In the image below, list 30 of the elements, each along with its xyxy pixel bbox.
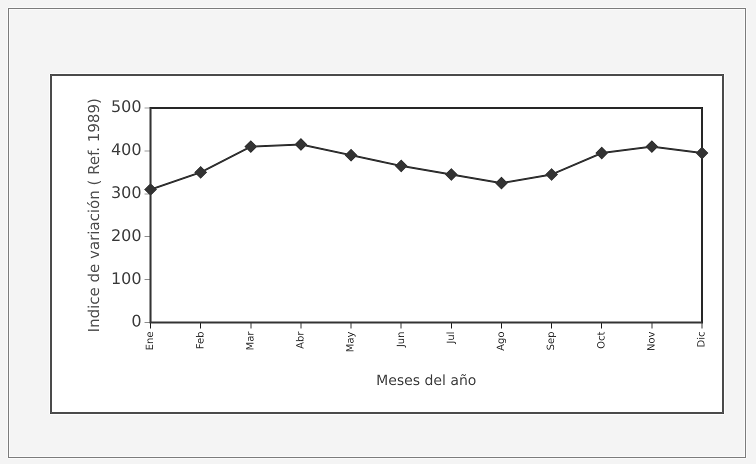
y-tick-label: 400 <box>110 140 142 160</box>
x-tick-label: Dic <box>696 332 708 348</box>
x-tick-label: May <box>346 331 357 352</box>
point <box>194 166 207 178</box>
x-tick-label: Jul <box>446 332 457 345</box>
point <box>546 168 558 181</box>
x-tick-label: Mar <box>245 330 256 350</box>
y-tick-label: 200 <box>110 226 142 245</box>
x-axis-title: Meses del año <box>376 373 476 390</box>
x-tick-label: Abr <box>296 330 307 349</box>
x-tick-label: Feb <box>195 332 206 350</box>
point <box>596 147 608 160</box>
point <box>495 177 508 190</box>
x-tick-label: Ago <box>496 332 508 351</box>
x-tick-label: Jun <box>396 332 407 348</box>
y-tick-label: 0 <box>131 312 142 331</box>
x-tick-label: Sep <box>546 332 558 350</box>
x-tick-label: Oct <box>596 331 608 349</box>
y-tick-label: 500 <box>110 97 142 116</box>
point <box>646 140 658 153</box>
point <box>345 149 358 162</box>
y-tick-label: 100 <box>110 268 142 288</box>
y-axis-title: Indice de variación ( Ref. 1989) <box>84 98 103 332</box>
point <box>294 138 307 150</box>
point <box>244 140 257 153</box>
x-tick-label: Nov <box>646 331 658 352</box>
y-tick-label: 300 <box>110 182 142 202</box>
x-tick-label: Ene <box>145 332 156 350</box>
point <box>395 160 408 172</box>
point <box>445 168 458 181</box>
